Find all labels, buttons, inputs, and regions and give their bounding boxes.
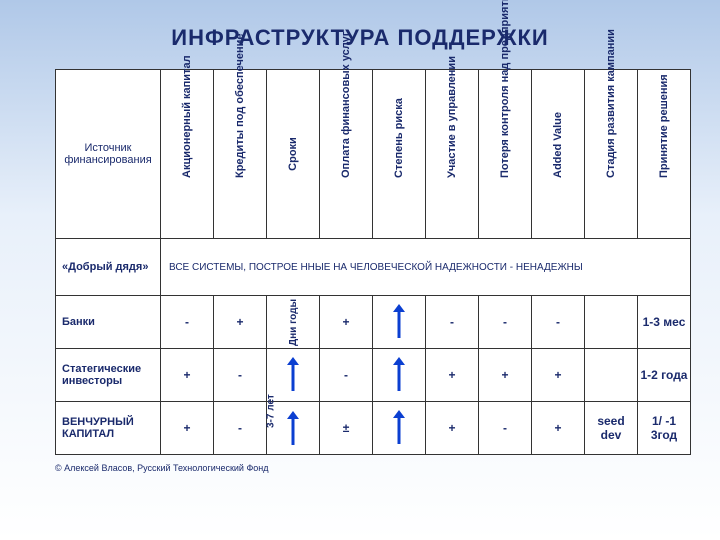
col-added-value: Added Value bbox=[532, 70, 585, 239]
row-note: ВСЕ СИСТЕМЫ, ПОСТРОЕ ННЫЕ НА ЧЕЛОВЕЧЕСКО… bbox=[161, 239, 691, 296]
table-cell: - bbox=[479, 296, 532, 349]
table-cell: 1-3 мес bbox=[638, 296, 691, 349]
table-cell: + bbox=[532, 349, 585, 402]
arrow-up-icon bbox=[392, 410, 406, 444]
arrow-up-icon bbox=[392, 304, 406, 338]
table-cell bbox=[585, 296, 638, 349]
row-label: «Добрый дядя» bbox=[56, 239, 161, 296]
table-cell: + bbox=[161, 402, 214, 455]
table-cell: - bbox=[214, 349, 267, 402]
table-row: Статегические инвесторы+--+++1-2 года bbox=[56, 349, 691, 402]
col-credit: Кредиты под обеспечение bbox=[214, 70, 267, 239]
table-cell: + bbox=[532, 402, 585, 455]
table-cell: - bbox=[161, 296, 214, 349]
header-row: Источник финансирования Акционерный капи… bbox=[56, 70, 691, 239]
col-risk: Степень риска bbox=[373, 70, 426, 239]
arrow-up-icon bbox=[286, 411, 300, 445]
table-cell: - bbox=[479, 402, 532, 455]
table-cell: - bbox=[214, 402, 267, 455]
table-cell: + bbox=[161, 349, 214, 402]
col-stage: Стадия развития кампании bbox=[585, 70, 638, 239]
row-label: Статегические инвесторы bbox=[56, 349, 161, 402]
table-cell: + bbox=[426, 349, 479, 402]
table-cell: seed dev bbox=[585, 402, 638, 455]
table-cell: ± bbox=[320, 402, 373, 455]
table-cell: Дни годы bbox=[267, 296, 320, 349]
col-control: Потеря контроля над предприятием bbox=[479, 70, 532, 239]
col-management: Участие в управлении bbox=[426, 70, 479, 239]
slide-title: ИНФРАСТРУКТУРА ПОДДЕРЖКИ bbox=[55, 25, 665, 51]
table-row: «Добрый дядя»ВСЕ СИСТЕМЫ, ПОСТРОЕ ННЫЕ Н… bbox=[56, 239, 691, 296]
copyright: © Алексей Власов, Русский Технологически… bbox=[55, 463, 275, 474]
table-row: ВЕНЧУРНЫЙ КАПИТАЛ+-3-7 лет±+-+seed dev1/… bbox=[56, 402, 691, 455]
table-cell: 1-2 года bbox=[638, 349, 691, 402]
col-equity: Акционерный капитал bbox=[161, 70, 214, 239]
vertical-text: 3-7 лет bbox=[266, 394, 277, 428]
table-body: «Добрый дядя»ВСЕ СИСТЕМЫ, ПОСТРОЕ ННЫЕ Н… bbox=[56, 239, 691, 455]
col-decision: Принятие решения bbox=[638, 70, 691, 239]
table-cell: + bbox=[320, 296, 373, 349]
vertical-text: Дни годы bbox=[288, 299, 299, 346]
support-table: Источник финансирования Акционерный капи… bbox=[55, 69, 691, 455]
table-cell bbox=[373, 402, 426, 455]
table-cell bbox=[373, 296, 426, 349]
col-payment: Оплата финансовых услуг bbox=[320, 70, 373, 239]
table-cell: - bbox=[426, 296, 479, 349]
slide: ИНФРАСТРУКТУРА ПОДДЕРЖКИ Источник финанс… bbox=[0, 0, 720, 484]
table-cell: 3-7 лет bbox=[267, 402, 320, 455]
table-cell: + bbox=[426, 402, 479, 455]
table-cell bbox=[585, 349, 638, 402]
table-row: Банки-+Дни годы+---1-3 мес bbox=[56, 296, 691, 349]
col-terms: Сроки bbox=[267, 70, 320, 239]
table-cell: + bbox=[479, 349, 532, 402]
arrow-up-icon bbox=[392, 357, 406, 391]
table-cell: 1/ -1 3год bbox=[638, 402, 691, 455]
row-label: Банки bbox=[56, 296, 161, 349]
table-cell: - bbox=[320, 349, 373, 402]
row-label: ВЕНЧУРНЫЙ КАПИТАЛ bbox=[56, 402, 161, 455]
table-cell: + bbox=[214, 296, 267, 349]
header-source: Источник финансирования bbox=[56, 70, 161, 239]
table-cell: - bbox=[532, 296, 585, 349]
table-cell bbox=[373, 349, 426, 402]
arrow-up-icon bbox=[286, 357, 300, 391]
